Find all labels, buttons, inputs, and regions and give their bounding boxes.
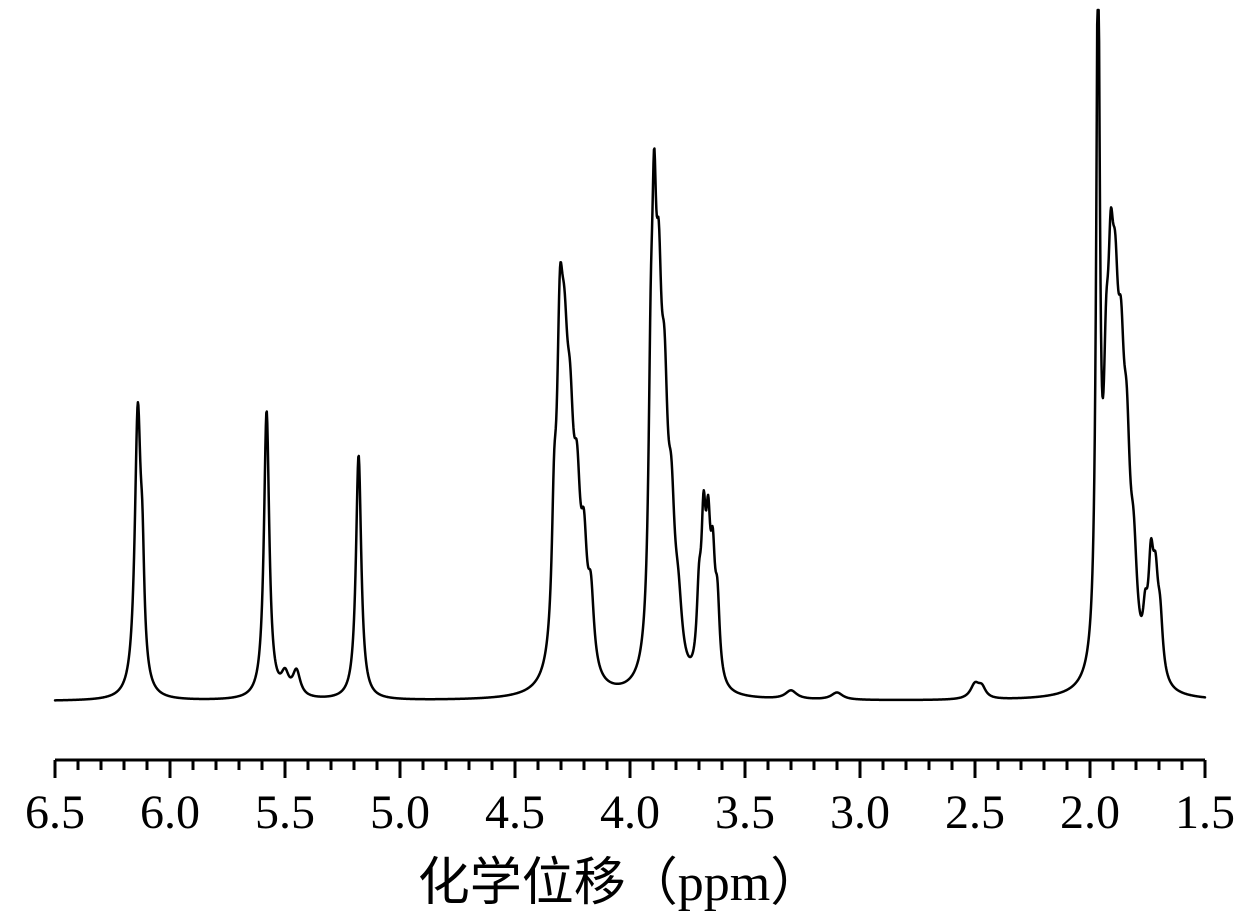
svg-text:1.5: 1.5 bbox=[1175, 786, 1235, 839]
nmr-plot: 6.5 6.0 5.5 5.0 4.5 4.0 3.5 3.0 2.5 2.0 1.5 bbox=[0, 0, 1240, 908]
figure: 6.56.05.55.04.54.03.53.02.52.01.5 化学位移（p… bbox=[0, 0, 1240, 908]
svg-text:6.0: 6.0 bbox=[140, 786, 200, 839]
svg-text:2.5: 2.5 bbox=[945, 786, 1005, 839]
x-axis-label: 化学位移（ppm） bbox=[0, 840, 1240, 915]
svg-text:6.5: 6.5 bbox=[25, 786, 85, 839]
svg-text:3.5: 3.5 bbox=[715, 786, 775, 839]
svg-text:5.5: 5.5 bbox=[255, 786, 315, 839]
svg-text:5.0: 5.0 bbox=[370, 786, 430, 839]
svg-text:4.0: 4.0 bbox=[600, 786, 660, 839]
svg-text:4.5: 4.5 bbox=[485, 786, 545, 839]
svg-text:3.0: 3.0 bbox=[830, 786, 890, 839]
svg-text:2.0: 2.0 bbox=[1060, 786, 1120, 839]
